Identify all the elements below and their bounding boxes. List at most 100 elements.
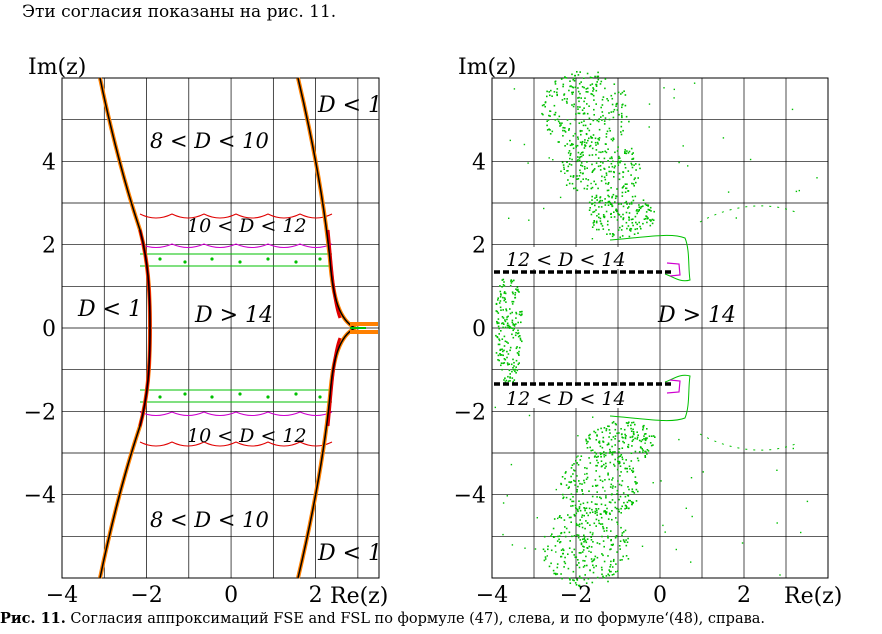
label-10-12-bot: 10 < D < 12 bbox=[187, 425, 307, 447]
scatter-dot bbox=[517, 363, 520, 366]
scatter-dot bbox=[638, 209, 640, 212]
scatter-dot bbox=[612, 485, 614, 487]
scatter-dot bbox=[590, 93, 592, 95]
scatter-dot bbox=[636, 223, 638, 226]
scatter-dot bbox=[631, 163, 633, 166]
scatter-dot bbox=[678, 438, 680, 441]
scatter-dot bbox=[578, 96, 580, 99]
scatter-dot bbox=[506, 322, 509, 325]
scatter-dot bbox=[614, 165, 616, 167]
scatter-dot bbox=[546, 90, 548, 93]
scatter-dot bbox=[633, 185, 635, 187]
scatter-dot bbox=[578, 100, 580, 103]
scatter-dot bbox=[507, 342, 509, 344]
scatter-dot bbox=[621, 532, 624, 534]
scatter-dot bbox=[634, 228, 637, 231]
scatter-dot bbox=[594, 204, 596, 207]
scatter-dot bbox=[595, 565, 597, 567]
scatter-dot bbox=[594, 512, 597, 515]
scatter-dot bbox=[620, 215, 622, 218]
scatter-dot bbox=[582, 538, 584, 541]
scatter-dot bbox=[601, 569, 603, 571]
scatter-dot bbox=[550, 535, 552, 537]
scatter-dot bbox=[644, 456, 647, 458]
scatter-dot bbox=[604, 490, 606, 492]
scatter-dot bbox=[690, 561, 692, 563]
scatter-dot bbox=[648, 435, 651, 437]
scatter-dot bbox=[619, 495, 622, 498]
scatter-dot bbox=[604, 479, 606, 481]
scatter-dot bbox=[592, 134, 595, 136]
scatter-dot bbox=[609, 233, 611, 235]
scatter-dot bbox=[577, 97, 579, 99]
scatter-dot bbox=[578, 523, 581, 525]
scatter-dot bbox=[607, 204, 610, 206]
scatter-dot bbox=[503, 292, 506, 294]
scatter-dot bbox=[503, 335, 506, 338]
scatter-dot bbox=[583, 536, 586, 538]
scatter-dot bbox=[596, 511, 598, 514]
scatter-dot bbox=[577, 156, 579, 158]
scatter-dot bbox=[509, 284, 512, 287]
scatter-dot bbox=[550, 549, 553, 552]
scatter-dot bbox=[560, 573, 562, 575]
scatter-dot bbox=[648, 103, 651, 105]
scatter-dot bbox=[628, 150, 631, 153]
left-xtick-label: −2 bbox=[130, 583, 162, 608]
scatter-dot bbox=[589, 144, 592, 147]
scatter-dot bbox=[624, 495, 627, 498]
scatter-dot bbox=[618, 440, 621, 442]
scatter-dot bbox=[597, 508, 600, 510]
scatter-dot bbox=[499, 300, 502, 302]
scatter-dot bbox=[607, 183, 609, 185]
scatter-dot bbox=[614, 506, 617, 509]
scatter-dot bbox=[619, 465, 622, 467]
scatter-dot bbox=[605, 495, 607, 497]
scatter-dot bbox=[587, 514, 589, 517]
scatter-dot bbox=[605, 136, 608, 138]
scatter-dot bbox=[631, 166, 634, 169]
scatter-dot bbox=[610, 213, 612, 215]
scatter-dot bbox=[654, 436, 656, 438]
scatter-dot bbox=[616, 468, 619, 471]
scatter-dot bbox=[651, 222, 654, 225]
scatter-dot bbox=[588, 145, 591, 148]
scatter-dot bbox=[564, 131, 567, 133]
band-dot bbox=[158, 257, 162, 261]
scatter-dot bbox=[579, 509, 582, 512]
scatter-dot bbox=[602, 440, 604, 443]
scatter-dot bbox=[623, 185, 625, 187]
scatter-dot bbox=[564, 76, 566, 78]
scatter-dot bbox=[556, 566, 559, 569]
scatter-dot bbox=[624, 529, 627, 532]
scatter-dot bbox=[593, 558, 596, 560]
scatter-dot bbox=[591, 163, 593, 166]
scatter-dot bbox=[572, 147, 575, 150]
scatter-dot bbox=[509, 308, 511, 310]
scatter-dot bbox=[583, 479, 585, 482]
scatter-dot bbox=[634, 437, 636, 440]
left-boundary-outer-left-black bbox=[99, 77, 151, 579]
scatter-dot bbox=[595, 220, 598, 223]
scatter-dot bbox=[566, 161, 568, 163]
scatter-dot bbox=[607, 182, 610, 184]
scatter-dot bbox=[792, 447, 794, 450]
right-xtick-label: 2 bbox=[737, 583, 751, 608]
scatter-dot bbox=[515, 366, 517, 368]
scatter-dot bbox=[611, 453, 614, 456]
scatter-dot bbox=[584, 473, 586, 475]
scatter-dot bbox=[620, 428, 622, 430]
label-10-12-top: 10 < D < 12 bbox=[187, 215, 307, 237]
scatter-dot bbox=[643, 435, 645, 437]
scatter-dot bbox=[577, 536, 580, 539]
scatter-dot bbox=[498, 338, 500, 340]
scatter-dot bbox=[541, 104, 544, 107]
scatter-dot bbox=[604, 204, 607, 206]
scatter-dot bbox=[604, 117, 607, 119]
right-ytick-label: −4 bbox=[454, 484, 486, 509]
scatter-dot bbox=[610, 138, 613, 141]
scatter-dot bbox=[621, 480, 624, 482]
scatter-dot bbox=[652, 219, 655, 221]
scatter-dot bbox=[575, 459, 577, 462]
